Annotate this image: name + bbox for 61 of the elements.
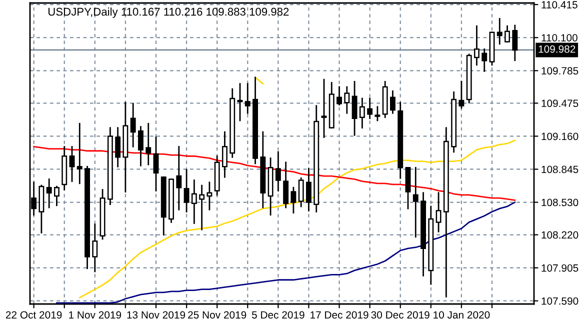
candlestick bbox=[306, 168, 312, 212]
candlestick bbox=[46, 178, 52, 208]
candlestick bbox=[275, 151, 281, 192]
candlestick bbox=[474, 25, 480, 66]
x-tick-label: 30 Dec 2019 bbox=[371, 311, 430, 319]
candlestick bbox=[54, 186, 60, 206]
line-series bbox=[56, 202, 516, 304]
candlestick bbox=[206, 182, 212, 210]
candlestick bbox=[367, 98, 373, 120]
x-tick-label: 1 Nov 2019 bbox=[69, 311, 122, 319]
x-tick-label: 22 Oct 2019 bbox=[6, 311, 62, 319]
y-tick-label: 108.530 bbox=[542, 198, 578, 206]
y-tick-label: 107.590 bbox=[542, 297, 578, 305]
candlestick bbox=[436, 192, 442, 232]
x-tick-label: 17 Dec 2019 bbox=[310, 311, 368, 319]
candlestick bbox=[482, 48, 488, 72]
candlestick bbox=[412, 166, 418, 238]
candlestick bbox=[244, 83, 250, 114]
candlestick bbox=[130, 102, 136, 148]
candlestick bbox=[283, 162, 289, 208]
x-tick-label: 10 Jan 2020 bbox=[434, 311, 490, 319]
y-tick-label: 107.905 bbox=[542, 264, 578, 272]
x-tick-label: 25 Nov 2019 bbox=[188, 311, 246, 319]
y-tick-label: 109.785 bbox=[542, 67, 578, 75]
candlestick bbox=[359, 98, 365, 128]
candlestick bbox=[374, 106, 380, 122]
candlestick bbox=[290, 186, 296, 214]
candlestick bbox=[512, 24, 518, 62]
candlestick bbox=[222, 131, 228, 178]
candlestick bbox=[76, 122, 82, 184]
x-tick-label: 13 Nov 2019 bbox=[127, 311, 186, 319]
candlestick bbox=[69, 146, 75, 182]
ref-line-label: 109.982 bbox=[538, 45, 576, 53]
candlestick bbox=[504, 25, 510, 42]
candlestick bbox=[496, 18, 502, 45]
candlestick bbox=[321, 78, 327, 138]
candlestick bbox=[237, 83, 243, 122]
chart-title: USDJPY,Daily 110.167 110.216 109.883 109.982 bbox=[48, 8, 289, 18]
candlestick bbox=[390, 90, 396, 114]
candlestick bbox=[176, 146, 182, 210]
candlestick bbox=[184, 169, 190, 212]
y-tick-label: 110.415 bbox=[542, 1, 578, 8]
candlestick bbox=[146, 122, 152, 166]
candlestick bbox=[138, 126, 144, 166]
x-tick-label: 5 Dec 2019 bbox=[252, 311, 304, 319]
y-tick-label: 109.475 bbox=[542, 100, 578, 108]
candlestick bbox=[153, 136, 159, 192]
candlestick bbox=[298, 177, 304, 208]
y-tick-label: 108.220 bbox=[542, 231, 578, 239]
candlestick bbox=[191, 180, 197, 224]
candlestick bbox=[199, 184, 205, 230]
candlestick bbox=[336, 86, 342, 106]
candlestick bbox=[344, 86, 350, 114]
candlestick bbox=[458, 80, 464, 109]
line-series bbox=[78, 140, 516, 298]
candlestick bbox=[352, 80, 358, 136]
y-tick-label: 109.160 bbox=[542, 132, 578, 140]
y-tick-label: 108.845 bbox=[542, 166, 578, 174]
candlestick bbox=[115, 127, 121, 168]
y-tick-label: 110.100 bbox=[542, 34, 578, 42]
candlestick bbox=[92, 224, 98, 272]
